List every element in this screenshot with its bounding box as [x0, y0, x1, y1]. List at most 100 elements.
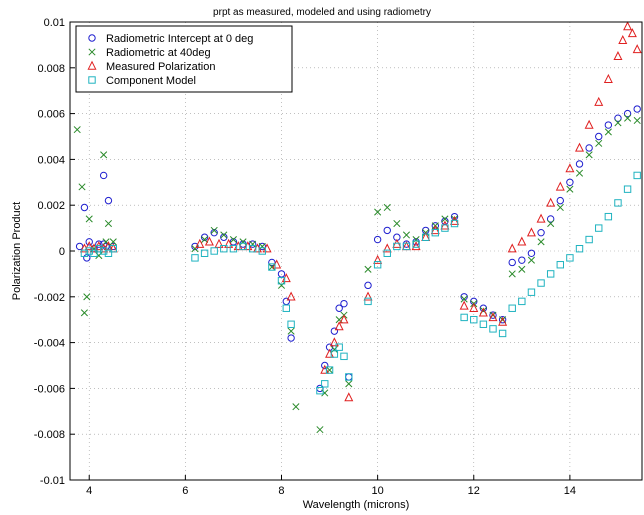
point-s1-49 [547, 219, 555, 228]
y-tick-label-0: -0.01 [40, 475, 65, 487]
point-s0-57 [623, 109, 632, 118]
point-s2-23 [344, 392, 354, 402]
point-s0-13 [210, 228, 218, 237]
point-s2-44 [555, 181, 565, 191]
point-s2-39 [507, 243, 517, 253]
point-s0-40 [460, 293, 468, 301]
point-s0-49 [546, 215, 555, 223]
point-s3-46 [556, 261, 564, 269]
point-s3-39 [489, 325, 497, 333]
point-s1-55 [604, 128, 612, 136]
point-s1-30 [364, 265, 372, 273]
point-s0-20 [277, 270, 286, 278]
point-s2-29 [411, 241, 421, 251]
point-s1-16 [239, 238, 247, 246]
point-s0-48 [537, 228, 545, 237]
point-s2-9 [214, 238, 224, 248]
point-s3-10 [220, 245, 228, 253]
point-s1-13 [210, 226, 218, 234]
point-s0-32 [383, 226, 391, 235]
point-s0-46 [518, 256, 526, 264]
legend-label-0: Radiometric Intercept at 0 deg [106, 33, 253, 45]
point-s1-26 [330, 345, 338, 354]
y-tick-label-5: 0 [59, 246, 65, 258]
point-s0-21 [282, 297, 291, 306]
point-s3-6 [109, 245, 117, 253]
point-s3-26 [364, 297, 372, 306]
point-s0-28 [340, 299, 348, 308]
point-s3-12 [239, 242, 247, 251]
point-s2-37 [488, 312, 498, 322]
point-s3-21 [325, 366, 334, 374]
point-s0-42 [479, 304, 488, 312]
point-s3-42 [518, 297, 526, 306]
point-s1-2 [80, 309, 88, 317]
x-tick-label-4: 12 [468, 485, 480, 497]
point-s3-52 [614, 199, 622, 207]
point-s1-3 [85, 215, 93, 223]
point-s3-50 [595, 224, 603, 232]
point-s3-34 [441, 224, 449, 232]
point-s3-47 [566, 254, 574, 262]
point-s2-35 [469, 302, 479, 312]
legend-marker-0 [88, 34, 96, 42]
point-s0-9 [83, 254, 91, 262]
point-s3-15 [268, 263, 276, 271]
point-s0-18 [258, 242, 266, 251]
point-s3-16 [277, 277, 286, 285]
point-s1-35 [412, 235, 420, 244]
point-s2-46 [575, 142, 585, 152]
point-s1-6 [100, 151, 108, 159]
point-s0-56 [614, 114, 622, 122]
point-s0-52 [575, 160, 584, 168]
point-s1-50 [556, 203, 564, 212]
point-s3-32 [421, 233, 430, 241]
point-s3-24 [340, 352, 348, 361]
point-s2-48 [594, 96, 604, 106]
point-s0-44 [498, 316, 507, 324]
y-tick-label-8: 0.006 [37, 109, 65, 121]
point-s3-48 [575, 245, 584, 253]
point-s0-2 [85, 238, 93, 246]
point-s3-44 [537, 279, 545, 287]
point-s1-9 [83, 293, 91, 301]
data-points [73, 21, 642, 434]
point-s0-27 [335, 304, 343, 312]
x-tick-label-0: 4 [86, 485, 92, 497]
point-s1-46 [518, 265, 526, 273]
point-s2-41 [526, 227, 536, 237]
point-s3-14 [258, 247, 266, 255]
point-s0-22 [287, 334, 295, 342]
legend-box [75, 25, 293, 93]
point-s2-54 [632, 44, 642, 54]
point-s3-54 [633, 171, 641, 180]
point-s0-11 [191, 242, 199, 251]
point-s0-30 [364, 281, 372, 290]
point-s3-19 [316, 386, 324, 395]
point-s0-58 [633, 105, 641, 113]
point-s1-18 [258, 242, 266, 250]
y-tick-label-7: 0.004 [37, 154, 65, 166]
legend-label-2: Measured Polarization [106, 61, 215, 73]
point-s1-15 [229, 235, 237, 244]
point-s1-20 [277, 281, 286, 289]
chart-title: prpt as measured, modeled and using radi… [213, 7, 431, 18]
point-s0-29 [345, 373, 353, 381]
point-s0-19 [268, 258, 276, 267]
point-s2-45 [565, 163, 575, 173]
point-s1-38 [441, 215, 449, 223]
point-s1-34 [402, 231, 411, 239]
point-s1-14 [220, 231, 228, 239]
point-s0-5 [99, 171, 108, 180]
x-axis-label: Wavelength (microns) [303, 499, 410, 511]
point-s2-36 [478, 307, 488, 317]
legend-marker-2 [87, 60, 97, 70]
point-s3-36 [460, 313, 468, 322]
point-s1-52 [575, 169, 584, 177]
point-s1-47 [527, 256, 535, 264]
point-s3-5 [104, 249, 113, 257]
point-s3-29 [393, 242, 401, 251]
point-s3-18 [287, 320, 295, 328]
point-s3-31 [412, 240, 420, 248]
point-s0-24 [321, 361, 329, 370]
